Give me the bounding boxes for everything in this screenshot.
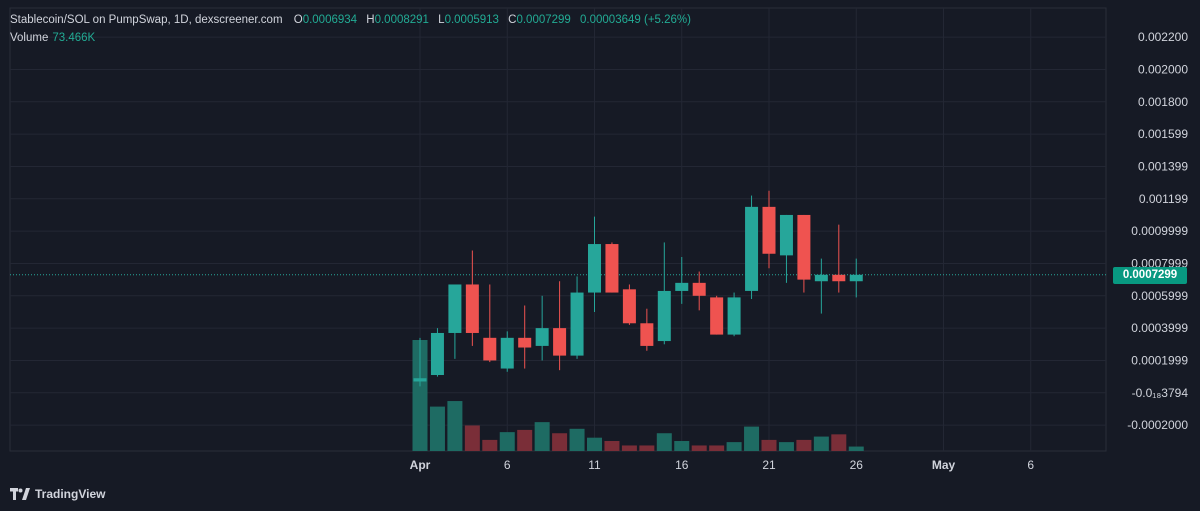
- candle-body: [675, 282, 689, 291]
- ohlc-legend: Stablecoin/SOL on PumpSwap, 1D, dexscree…: [10, 14, 697, 26]
- y-tick-label: 0.0007999: [1131, 256, 1188, 270]
- candle-body: [692, 282, 706, 296]
- volume-bar: [848, 446, 864, 451]
- volume-bar: [447, 401, 463, 451]
- low-value: 0.0005913: [444, 14, 499, 26]
- high-label: H: [366, 14, 375, 26]
- volume-label: Volume: [10, 32, 49, 44]
- volume-bar: [778, 442, 794, 451]
- brand-name: TradingView: [35, 487, 106, 501]
- candle-body: [553, 328, 567, 356]
- candle-body: [814, 274, 828, 282]
- volume-bar: [691, 445, 707, 451]
- volume-bar: [412, 340, 428, 451]
- y-tick-label: 0.001399: [1138, 159, 1188, 173]
- y-tick-label: 0.001800: [1138, 95, 1188, 109]
- volume-bar: [744, 426, 760, 451]
- candle-body: [762, 206, 776, 254]
- close-label: C: [508, 14, 517, 26]
- candle-body: [448, 284, 462, 333]
- x-tick-label: 21: [762, 458, 776, 472]
- volume-bar: [499, 432, 515, 451]
- volume-bar: [464, 425, 480, 451]
- low-label: L: [438, 14, 445, 26]
- grid-lines: [9, 7, 1107, 452]
- volume-bars: [412, 340, 864, 451]
- y-tick-label: 0.0005999: [1131, 289, 1188, 303]
- y-tick-label: 0.001599: [1138, 127, 1188, 141]
- volume-bar: [674, 441, 690, 451]
- candle-body: [465, 284, 479, 333]
- candle-body: [622, 289, 636, 324]
- x-tick-label: 16: [675, 458, 689, 472]
- x-tick-label: Apr: [410, 458, 431, 472]
- candle-body: [745, 206, 759, 291]
- volume-bar: [796, 439, 812, 451]
- candle-body: [710, 297, 724, 335]
- volume-bar: [569, 428, 585, 451]
- volume-bar: [604, 441, 620, 451]
- x-tick-label: May: [932, 458, 956, 472]
- price-axis[interactable]: 0.002200 0.002000 0.001800 0.001599 0.001399…: [1127, 30, 1188, 432]
- symbol-title[interactable]: Stablecoin/SOL on PumpSwap, 1D, dexscree…: [10, 14, 283, 26]
- candle-body: [797, 214, 811, 280]
- volume-bar: [534, 422, 550, 451]
- volume-legend: Volume 73.466K: [10, 32, 95, 44]
- volume-bar: [587, 437, 602, 451]
- candle-body: [570, 292, 584, 356]
- open-value: 0.0006934: [302, 14, 358, 26]
- change-value: 0.00003649 (+5.26%): [580, 14, 691, 26]
- y-tick-label: 0.0003999: [1131, 321, 1188, 335]
- y-tick-label: -0.0₁₈3794: [1132, 386, 1189, 400]
- candle-body: [500, 337, 514, 369]
- candle-body: [430, 332, 444, 376]
- candle-body: [779, 214, 793, 256]
- candle-body: [588, 244, 601, 293]
- x-tick-label: 6: [504, 458, 511, 472]
- candle-body: [849, 274, 863, 282]
- high-value: 0.0008291: [374, 14, 429, 26]
- volume-value: 73.466K: [52, 32, 96, 44]
- candle-body: [640, 323, 654, 346]
- y-tick-label: 0.002200: [1138, 30, 1188, 44]
- candle-body: [518, 337, 532, 348]
- candle-body: [657, 290, 671, 342]
- y-tick-label: 0.002000: [1138, 62, 1188, 76]
- candle-body: [483, 337, 497, 361]
- candle-body: [413, 378, 427, 382]
- candle-body: [605, 244, 619, 293]
- volume-bar: [517, 429, 533, 451]
- y-tick-label: -0.0002000: [1127, 418, 1188, 432]
- x-tick-label: 11: [588, 458, 601, 472]
- volume-bar: [813, 436, 829, 451]
- volume-bar: [726, 442, 742, 451]
- volume-bar: [656, 433, 672, 451]
- candle-body: [832, 274, 846, 282]
- volume-bar: [429, 406, 445, 451]
- volume-bar: [482, 439, 498, 451]
- plot-frame: [9, 7, 1107, 452]
- tradingview-logo[interactable]: TradingView: [10, 487, 105, 501]
- last-price-badge: 0.0007299: [1113, 267, 1187, 284]
- volume-bar: [552, 433, 568, 451]
- y-tick-label: 0.0009999: [1131, 224, 1188, 238]
- y-tick-label: 0.0001999: [1131, 353, 1188, 367]
- x-tick-label: 26: [850, 458, 864, 472]
- candle-body: [535, 328, 549, 346]
- volume-bar: [621, 445, 637, 451]
- close-value: 0.0007299: [516, 14, 571, 26]
- volume-bar: [709, 445, 725, 451]
- candle-body: [727, 297, 741, 335]
- volume-bar: [761, 439, 777, 451]
- y-tick-label: 0.001199: [1139, 192, 1188, 206]
- time-axis[interactable]: Apr 6 11 16 21 26 May 6: [410, 458, 1035, 472]
- x-tick-label: 6: [1027, 458, 1034, 472]
- tradingview-icon: [10, 488, 30, 500]
- candles: [413, 190, 863, 387]
- volume-bar: [639, 445, 655, 451]
- volume-bar: [831, 434, 847, 451]
- open-label: O: [293, 14, 303, 26]
